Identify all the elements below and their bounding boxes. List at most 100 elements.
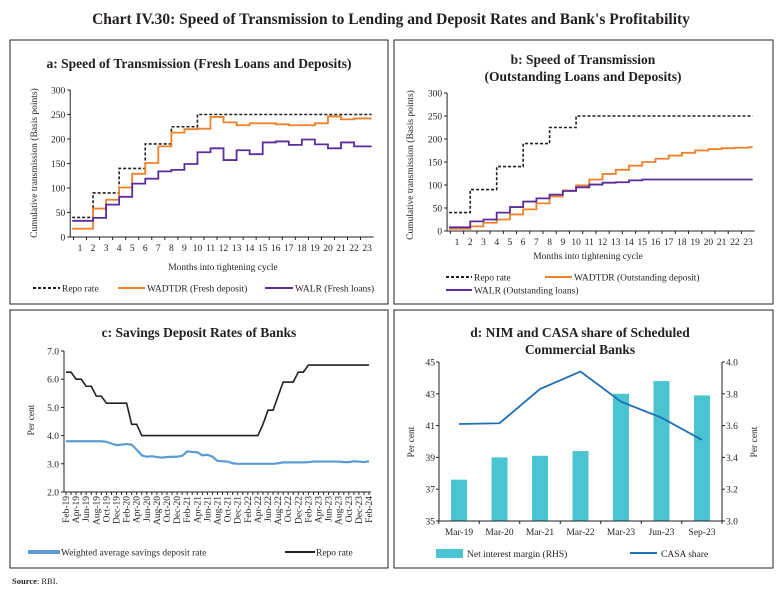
panel-a-x-tick-label: 19 <box>310 244 320 254</box>
panel-b-x-tick-label: 20 <box>704 238 714 248</box>
panel-b-x-tick-label: 10 <box>571 238 581 248</box>
panel-a-x-tick-label: 2 <box>91 244 96 254</box>
panel-c-x-tick-label: Oct-19 <box>102 496 112 523</box>
panel-b-frame <box>393 39 774 305</box>
panel-d-ylabel-left: Per cent <box>407 426 417 457</box>
panel-b-y-tick-label: 150 <box>428 159 443 169</box>
panel-a-series-walr-line <box>72 138 372 222</box>
panel-a-x-tick-label: 8 <box>169 244 174 254</box>
panel-a-x-tick-label: 18 <box>297 244 307 254</box>
panel-b-x-tick-label: 14 <box>624 238 634 248</box>
panel-d-nim-bar <box>451 479 467 521</box>
panel-b-x-tick-label: 3 <box>481 238 486 248</box>
panel-d-nim-bar <box>613 393 629 521</box>
panel-c-x-tick-label: Aug-19 <box>92 496 102 525</box>
panel-b-xlabel: Months into tightening cycle <box>533 252 643 262</box>
panel-a-frame <box>9 39 389 305</box>
panel-b-y-tick-label: 100 <box>428 182 443 192</box>
panel-c-x-tick-label: Dec-23 <box>355 496 365 524</box>
panel-b-x-tick-label: 6 <box>521 238 526 248</box>
panel-d-legend-label: CASA share <box>661 550 708 560</box>
panel-d-x-tick-label: Mar-21 <box>526 528 555 538</box>
panel-c-x-tick-label: Oct-21 <box>224 496 234 523</box>
panel-b-y-tick-label: 300 <box>428 90 443 100</box>
panel-b-x-tick-label: 13 <box>611 238 621 248</box>
panel-d-casa-line <box>458 370 703 441</box>
panel-b-x-tick-label: 19 <box>690 238 700 248</box>
panel-c-x-tick-label: Feb-23 <box>304 496 314 523</box>
panel-b-x-tick-label: 1 <box>455 238 460 248</box>
panel-b-title-line2: (Outstanding Loans and Deposits) <box>485 69 682 84</box>
panel-b-x-tick-label: 23 <box>743 238 753 248</box>
panel-c-y-tick-label: 3.0 <box>47 460 59 470</box>
panel-b-x-tick-label: 17 <box>664 238 674 248</box>
panel-a-x-tick-label: 21 <box>336 244 346 254</box>
panel-d-nim-bar <box>653 381 670 521</box>
panel-b-x-tick-label: 21 <box>717 238 727 248</box>
panel-b-y-tick-label: 250 <box>428 113 443 123</box>
panel-d-left-tick-label: 35 <box>426 518 436 528</box>
panel-c-x-tick-label: Jun-20 <box>143 496 153 522</box>
panel-b-x-tick-label: 5 <box>508 238 513 248</box>
panel-a-legend-label: WALR (Fresh loans) <box>295 284 374 295</box>
panel-d-nim-bar <box>572 451 589 521</box>
panel-c-x-tick-label: Feb-21 <box>183 496 193 523</box>
panel-b-y-tick-label: 0 <box>437 228 442 238</box>
panel-a-x-tick-label: 22 <box>349 244 359 254</box>
panel-d-left-tick-label: 45 <box>426 359 436 369</box>
panel-c-frame <box>9 309 389 569</box>
panel-c-x-tick-label: Oct-23 <box>345 496 355 523</box>
panel-a-legend-label: WADTDR (Fresh deposit) <box>147 284 247 295</box>
panel-a-legend-label: Repo rate <box>62 285 99 295</box>
panel-a-x-tick-label: 1 <box>78 244 83 254</box>
panel-d-x-tick-label: Mar-20 <box>485 528 514 538</box>
panel-d-right-tick-label: 3.8 <box>726 390 738 400</box>
panel-b-legend-label: WALR (Outstanding loans) <box>474 286 579 297</box>
panel-b-x-tick-label: 2 <box>468 238 473 248</box>
panel-c-legend-label: Weighted average savings deposit rate <box>61 549 206 559</box>
panel-d-left-tick-label: 43 <box>426 390 436 400</box>
panel-c-repo-rate-line <box>66 364 369 437</box>
panel-c-x-tick-label: Dec-19 <box>113 496 123 524</box>
panel-d-left-tick-label: 37 <box>426 486 436 496</box>
panel-c-x-tick-label: Jun-22 <box>264 496 274 522</box>
panel-d-left-tick-label: 39 <box>426 454 436 464</box>
panel-c-x-tick-label: Jun-19 <box>82 496 92 522</box>
panel-b-series-wadtdr-line <box>449 146 753 230</box>
panel-a-series-wadtdr-line <box>72 115 372 230</box>
panel-a-y-tick-label: 200 <box>51 136 66 146</box>
panel-a-xlabel: Months into tightening cycle <box>168 263 278 273</box>
panel-c-y-tick-label: 7.0 <box>47 348 59 358</box>
panel-b-series-walr-line <box>449 178 753 229</box>
panel-c-x-tick-label: Aug-21 <box>214 496 224 525</box>
panel-d-x-tick-label: Mar-23 <box>607 528 636 538</box>
panel-a-x-tick-label: 23 <box>362 244 372 254</box>
panel-a-x-tick-label: 17 <box>284 244 294 254</box>
panel-b-title-line1: b: Speed of Transmission <box>511 52 656 67</box>
panel-b-x-tick-label: 9 <box>560 238 565 248</box>
panel-d-right-tick-label: 3.2 <box>726 486 738 496</box>
panel-a-x-tick-label: 4 <box>117 244 122 254</box>
panel-a-title: a: Speed of Transmission (Fresh Loans an… <box>47 56 352 71</box>
panel-d-nim-bar <box>491 457 508 521</box>
source-note: Source: RBI. <box>12 576 58 586</box>
panel-a-x-tick-label: 13 <box>232 244 242 254</box>
panel-c-x-tick-label: Feb-20 <box>123 496 133 523</box>
source-text: : RBI. <box>37 576 58 586</box>
panel-c-x-tick-label: Aug-22 <box>274 496 284 525</box>
panel-d-frame <box>393 309 774 569</box>
panel-d-legend-label: Net interest margin (RHS) <box>467 549 567 560</box>
panel-d-title-line2: Commercial Banks <box>525 342 635 357</box>
panel-a-x-tick-label: 3 <box>104 244 109 254</box>
panel-c-savings-rate-line <box>66 440 370 465</box>
panel-b-x-tick-label: 4 <box>494 238 499 248</box>
panel-c-x-tick-label: Dec-20 <box>173 496 183 524</box>
panel-c-x-tick-label: Aug-20 <box>153 496 163 525</box>
panel-d-legend-swatch <box>436 549 463 558</box>
panel-a-x-tick-label: 15 <box>258 244 268 254</box>
panel-d-right-tick-label: 4.0 <box>726 359 738 369</box>
panel-b-ylabel: Cumulative transmission (Basis points) <box>405 90 416 240</box>
panel-c-y-tick-label: 6.0 <box>47 376 59 386</box>
figure-title: Chart IV.30: Speed of Transmission to Le… <box>92 11 690 28</box>
